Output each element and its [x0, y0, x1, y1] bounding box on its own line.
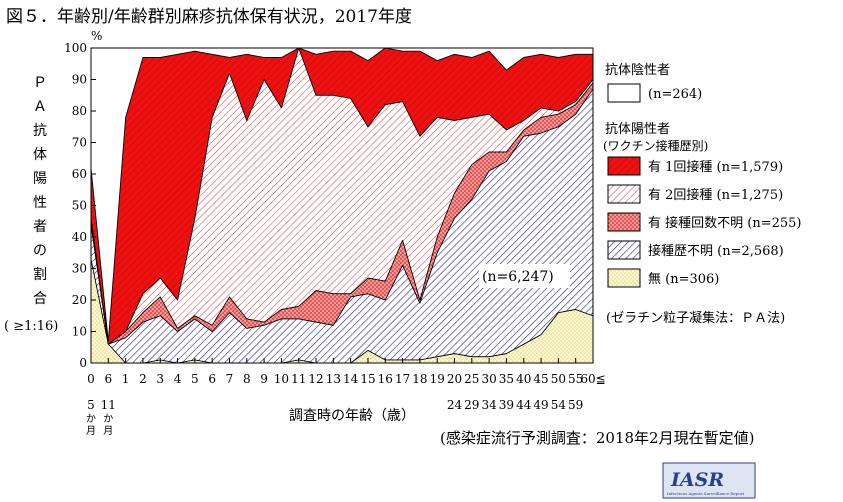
legend: 抗体陰性者 抗体陽性者 (ワクチン接種歴別) (n=264) 有 1回接種 (n=…: [603, 63, 802, 326]
x-tick-sublabel-char: 月: [86, 425, 96, 437]
y-axis-label-char: Ａ: [33, 99, 47, 115]
legend-swatch-dose_unknown: [607, 212, 641, 232]
x-tick-label: 6: [208, 372, 216, 386]
x-tick-label: 1: [122, 372, 130, 386]
x-tick-label: 20: [447, 372, 462, 386]
legend-positive-subheader: (ワクチン接種歴別): [603, 138, 708, 153]
x-tick-label: 50: [551, 372, 566, 386]
y-axis-label-char: Ｐ: [33, 75, 47, 91]
y-axis-label-note: ( ≥1:16): [4, 319, 58, 334]
y-tick-label: 40: [72, 230, 87, 244]
legend-label-dose1: 有 1回接種 (n=1,579): [648, 159, 783, 175]
y-tick-label: 30: [72, 262, 87, 276]
x-tick-label: 30: [481, 372, 496, 386]
x-tick-sublabel-char: 月: [103, 425, 113, 437]
y-tick-label: 90: [72, 73, 87, 87]
source-note: (感染症流行予測調査：2018年2月現在暫定値): [440, 429, 754, 447]
x-tick-sublabel: 5: [87, 398, 95, 412]
y-axis-label-char: 性: [33, 195, 47, 211]
x-tick-label: 7: [226, 372, 234, 386]
y-tick-label: 80: [72, 104, 87, 118]
y-tick-label: 10: [72, 325, 87, 339]
x-tick-label: 12: [308, 372, 323, 386]
x-tick-label: 11: [291, 372, 306, 386]
x-tick-sublabel: 54: [551, 398, 567, 412]
y-tick-label: 50: [72, 199, 87, 213]
x-tick-label: 40: [516, 372, 531, 386]
legend-negative-header: 抗体陰性者: [605, 63, 670, 78]
legend-label-dose_unknown: 有 接種回数不明 (n=255): [648, 215, 802, 231]
x-axis-title: 調査時の年齢（歳）: [289, 408, 415, 424]
legend-label-dose2: 有 2回接種 (n=1,275): [648, 187, 783, 203]
y-tick-label: 60: [72, 167, 87, 181]
x-tick-sublabel: 59: [568, 398, 583, 412]
y-tick-label: 0: [79, 356, 87, 370]
x-tick-label: 6: [104, 372, 112, 386]
y-axis-label-char: 陽: [33, 171, 47, 187]
x-tick-label: 8: [243, 372, 251, 386]
x-tick-sublabel: 34: [481, 398, 497, 412]
y-tick-label: 20: [72, 293, 87, 307]
x-tick-sublabel: 49: [533, 398, 548, 412]
y-axis-label-char: 割: [33, 266, 47, 283]
iasr-logo: IASR Infectious Agents Surveillance Repo…: [662, 462, 756, 499]
y-axis-label-char: 体: [33, 147, 47, 163]
y-axis-label-char: 抗: [33, 123, 47, 139]
logo-text: IASR: [670, 469, 724, 491]
legend-label-history_unknown: 接種歴不明 (n=2,568): [648, 243, 784, 259]
y-axis-label-char: 合: [33, 291, 47, 307]
x-tick-label: 2: [139, 372, 147, 386]
x-tick-label: 14: [343, 372, 359, 386]
legend-swatch-dose2: [607, 184, 641, 204]
legend-label-none: 無 (n=306): [648, 272, 719, 287]
y-axis-label-char: 者: [33, 219, 47, 235]
x-tick-label: 19: [430, 372, 445, 386]
y-axis: 0 10 20 30 40 50 60 70 80 90 100: [64, 41, 96, 370]
y-axis-label-char: の: [33, 243, 47, 259]
x-tick-label: 55: [568, 372, 583, 386]
legend-swatch-history_unknown: [607, 240, 641, 260]
legend-positive-header: 抗体陽性者: [605, 122, 670, 137]
sample-size: (n=6,247): [482, 269, 554, 285]
x-tick-sublabel: 11: [101, 398, 116, 412]
x-tick-label: 15: [360, 372, 375, 386]
legend-swatch-none: [607, 268, 641, 288]
x-tick-label: 10: [274, 372, 289, 386]
chart-title: 図５．年齢別/年齢群別麻疹抗体保有状況，2017年度: [6, 7, 412, 27]
plot-frame: [90, 47, 594, 364]
x-tick-label: 35: [499, 372, 514, 386]
logo-subtext: Infectious Agents Surveillance Report: [667, 491, 745, 496]
plot-areas: [90, 47, 594, 364]
y-tick-label: 100: [64, 41, 87, 55]
x-tick-label: 17: [395, 372, 410, 386]
y-unit: %: [91, 29, 102, 43]
y-tick-label: 70: [72, 136, 87, 150]
x-tick-label: 18: [412, 372, 427, 386]
x-tick-label: 25: [464, 372, 479, 386]
x-tick-label: 16: [378, 372, 393, 386]
x-tick-sublabel: 24: [447, 398, 463, 412]
x-tick-sublabel: 39: [499, 398, 514, 412]
x-tick-sublabel-char: か: [86, 413, 96, 425]
x-tick-label: 3: [156, 372, 164, 386]
x-tick-label: 5: [191, 372, 199, 386]
sample-size-box: (n=6,247): [479, 264, 570, 288]
x-tick-label: 9: [260, 372, 268, 386]
x-tick-label: 60≦: [580, 372, 605, 386]
legend-label-negative: (n=264): [648, 87, 702, 102]
x-tick-label: 4: [174, 372, 182, 386]
x-tick-label: 0: [87, 372, 95, 386]
x-tick-sublabel-char: か: [103, 413, 113, 425]
legend-method-note: (ゼラチン粒子凝集法：ＰＡ法): [606, 310, 785, 326]
x-tick-label: 13: [326, 372, 341, 386]
x-tick-label: 45: [533, 372, 548, 386]
x-tick-sublabel: 29: [464, 398, 479, 412]
x-tick-sublabel: 44: [516, 398, 532, 412]
legend-swatch-negative: [607, 83, 641, 103]
legend-swatch-dose1: [607, 156, 641, 176]
